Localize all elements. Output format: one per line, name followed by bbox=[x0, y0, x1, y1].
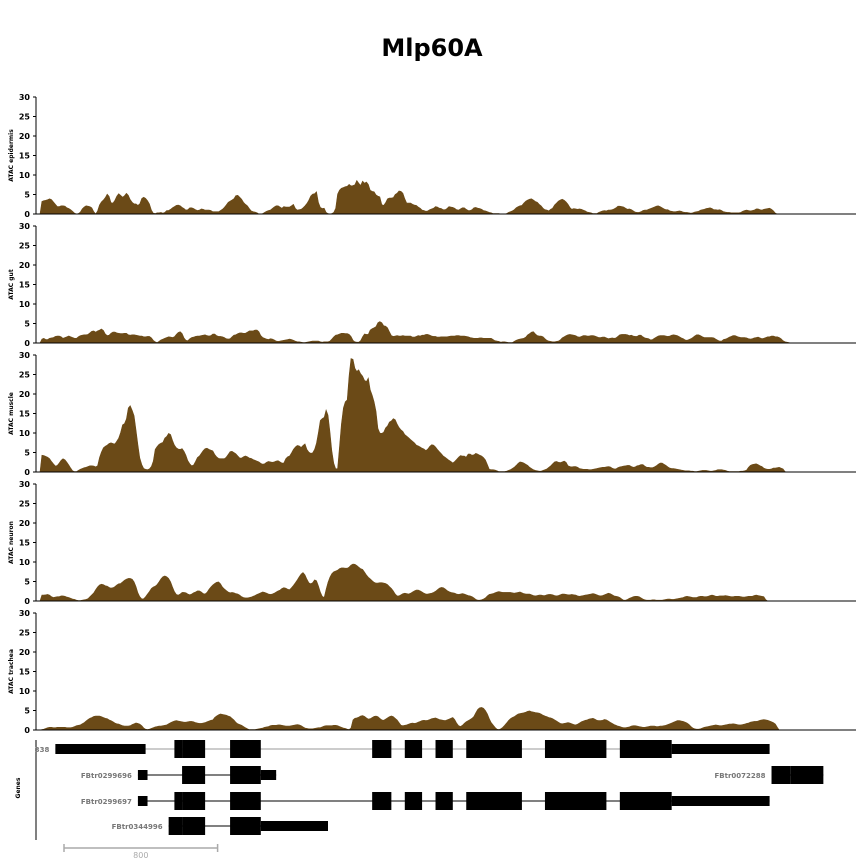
y-tick-label: 0 bbox=[24, 339, 30, 348]
y-tick-label: 20 bbox=[19, 519, 31, 528]
exon bbox=[372, 792, 392, 810]
exon bbox=[182, 740, 206, 758]
exon bbox=[671, 796, 770, 806]
exon bbox=[174, 792, 183, 810]
y-tick-label: 15 bbox=[19, 539, 31, 548]
y-tick-label: 0 bbox=[24, 468, 30, 477]
y-tick-label: 5 bbox=[24, 707, 30, 716]
y-tick-label: 20 bbox=[19, 261, 31, 270]
exon bbox=[168, 817, 183, 835]
y-tick-label: 10 bbox=[19, 558, 31, 567]
exon bbox=[435, 740, 453, 758]
y-tick-label: 30 bbox=[19, 351, 31, 360]
exon bbox=[404, 792, 423, 810]
transcript-label: FBtr0072288 bbox=[715, 772, 766, 780]
transcript-label: FBtr0344996 bbox=[112, 823, 163, 831]
area-atac-epidermis bbox=[39, 179, 856, 215]
y-tick-label: 15 bbox=[19, 668, 31, 677]
exon bbox=[137, 770, 148, 780]
y-tick-label: 25 bbox=[19, 242, 31, 251]
exon bbox=[372, 740, 392, 758]
area-atac-gut bbox=[39, 321, 856, 344]
y-tick-label: 30 bbox=[19, 222, 31, 231]
y-tick-label: 15 bbox=[19, 281, 31, 290]
exon bbox=[182, 766, 206, 784]
y-tick-label: 10 bbox=[19, 300, 31, 309]
y-tick-label: 25 bbox=[19, 629, 31, 638]
y-tick-label: 5 bbox=[24, 320, 30, 329]
area-atac-neuron bbox=[39, 563, 856, 602]
y-tick-label: 15 bbox=[19, 410, 31, 419]
y-tick-label: 30 bbox=[19, 93, 31, 102]
transcript-label: 338 bbox=[35, 746, 50, 754]
exon bbox=[466, 740, 522, 758]
exon bbox=[137, 796, 148, 806]
exon bbox=[790, 766, 824, 784]
exon bbox=[404, 740, 423, 758]
exon bbox=[230, 792, 261, 810]
exon bbox=[55, 744, 146, 754]
exon bbox=[230, 817, 261, 835]
exon bbox=[771, 766, 791, 784]
track-label: ATAC neuron bbox=[8, 521, 15, 564]
transcript-label: FBtr0299696 bbox=[81, 772, 132, 780]
area-atac-trachea bbox=[39, 707, 856, 731]
y-tick-label: 5 bbox=[24, 449, 30, 458]
exon bbox=[260, 821, 328, 831]
y-tick-label: 20 bbox=[19, 648, 31, 657]
y-tick-label: 25 bbox=[19, 371, 31, 380]
y-tick-label: 20 bbox=[19, 132, 31, 141]
y-tick-label: 0 bbox=[24, 726, 30, 735]
y-tick-label: 30 bbox=[19, 480, 31, 489]
exon bbox=[435, 792, 453, 810]
y-tick-label: 25 bbox=[19, 500, 31, 509]
exon bbox=[182, 817, 206, 835]
y-tick-label: 30 bbox=[19, 609, 31, 618]
exon bbox=[260, 770, 277, 780]
y-tick-label: 10 bbox=[19, 429, 31, 438]
exon bbox=[619, 740, 672, 758]
y-tick-label: 15 bbox=[19, 152, 31, 161]
exon bbox=[174, 740, 183, 758]
y-tick-label: 20 bbox=[19, 390, 31, 399]
exon bbox=[671, 744, 770, 754]
genes-label: Genes bbox=[15, 777, 22, 798]
y-tick-label: 10 bbox=[19, 171, 31, 180]
area-atac-muscle bbox=[39, 358, 856, 473]
exon bbox=[619, 792, 672, 810]
y-tick-label: 0 bbox=[24, 210, 30, 219]
y-tick-label: 5 bbox=[24, 191, 30, 200]
y-tick-label: 25 bbox=[19, 113, 31, 122]
track-label: ATAC gut bbox=[8, 269, 15, 300]
exon bbox=[230, 740, 261, 758]
y-tick-label: 5 bbox=[24, 578, 30, 587]
y-tick-label: 0 bbox=[24, 597, 30, 606]
exon bbox=[230, 766, 261, 784]
track-label: ATAC muscle bbox=[8, 392, 15, 435]
transcript-label: FBtr0299697 bbox=[81, 798, 132, 806]
exon bbox=[544, 792, 607, 810]
exon bbox=[466, 792, 522, 810]
y-tick-label: 10 bbox=[19, 687, 31, 696]
chart-title: Mlp60A bbox=[381, 34, 483, 62]
exon bbox=[544, 740, 607, 758]
exon bbox=[182, 792, 206, 810]
track-label: ATAC trachea bbox=[8, 649, 15, 694]
scalebar-label: 800 bbox=[133, 851, 148, 860]
track-label: ATAC epidermis bbox=[8, 129, 15, 182]
